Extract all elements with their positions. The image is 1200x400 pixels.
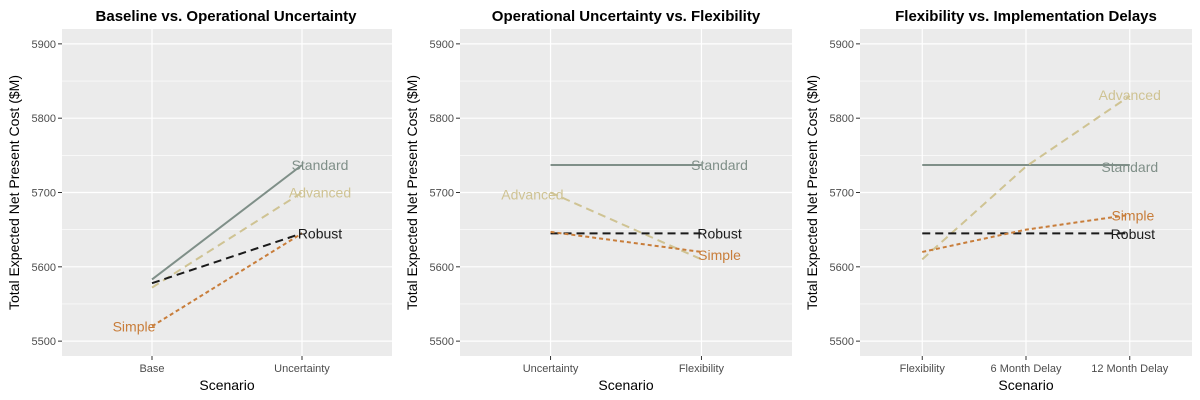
y-tick-label: 5600 <box>32 262 56 274</box>
series-label-advanced: Advanced <box>501 187 563 203</box>
series-label-simple: Simple <box>1111 208 1154 224</box>
x-tick-label: Flexibility <box>679 363 725 375</box>
y-tick-label: 5900 <box>830 39 854 51</box>
series-line-simple <box>922 213 1130 253</box>
series-label-robust: Robust <box>697 225 741 241</box>
x-tick-label: Base <box>139 363 164 375</box>
y-tick-label: 5500 <box>32 336 56 348</box>
y-tick-label: 5500 <box>430 336 454 348</box>
series-line-advanced <box>151 191 303 289</box>
x-tick-label: 6 Month Delay <box>991 363 1062 375</box>
panel-2: 5500 5600 5700 5800 5900 Uncertainty Flexibili… <box>404 8 792 393</box>
series-label-advanced: Advanced <box>1099 87 1161 103</box>
y-axis-label: Total Expected Net Present Cost ($M) <box>404 75 420 310</box>
y-tick-label: 5900 <box>430 39 454 51</box>
chart-title: Baseline vs. Operational Uncertainty <box>96 8 358 25</box>
series-label-robust: Robust <box>1111 226 1155 242</box>
y-tick-label: 5800 <box>430 113 454 125</box>
chart-title: Operational Uncertainty vs. Flexibility <box>492 8 761 25</box>
y-tick-label: 5600 <box>430 262 454 274</box>
x-axis-label: Scenario <box>199 377 254 393</box>
panel-1: 5500 5600 5700 5800 5900 Base Uncertainty Stand… <box>6 8 392 393</box>
series-label-simple: Simple <box>698 247 741 263</box>
series-line-simple <box>151 232 303 328</box>
series-label-advanced: Advanced <box>289 185 351 201</box>
y-axis-label: Total Expected Net Present Cost ($M) <box>804 75 820 310</box>
x-tick-label: Uncertainty <box>274 363 330 375</box>
x-tick-label: Uncertainty <box>523 363 579 375</box>
y-tick-label: 5500 <box>830 336 854 348</box>
x-tick-label: 12 Month Delay <box>1091 363 1169 375</box>
series-line-simple <box>550 230 702 253</box>
series-label-standard: Standard <box>1101 159 1158 175</box>
x-tick-label: Flexibility <box>900 363 946 375</box>
y-tick-label: 5800 <box>32 113 56 125</box>
series-line-robust <box>151 232 303 285</box>
panel-3: 5500 5600 5700 5800 5900 Flexibility 6 Month D… <box>804 8 1192 393</box>
chart-title: Flexibility vs. Implementation Delays <box>895 8 1157 25</box>
y-tick-label: 5700 <box>830 188 854 200</box>
y-tick-label: 5900 <box>32 39 56 51</box>
y-tick-label: 5700 <box>32 188 56 200</box>
series-label-robust: Robust <box>298 225 342 241</box>
series-label-standard: Standard <box>292 157 349 173</box>
y-axis-label: Total Expected Net Present Cost ($M) <box>6 75 22 310</box>
y-tick-label: 5800 <box>830 113 854 125</box>
x-axis-label: Scenario <box>598 377 653 393</box>
y-tick-label: 5600 <box>830 262 854 274</box>
series-label-simple: Simple <box>113 318 156 334</box>
x-axis-label: Scenario <box>998 377 1053 393</box>
series-line-standard <box>151 164 303 281</box>
y-tick-label: 5700 <box>430 188 454 200</box>
series-label-standard: Standard <box>691 157 748 173</box>
series-line-advanced <box>921 95 1131 261</box>
